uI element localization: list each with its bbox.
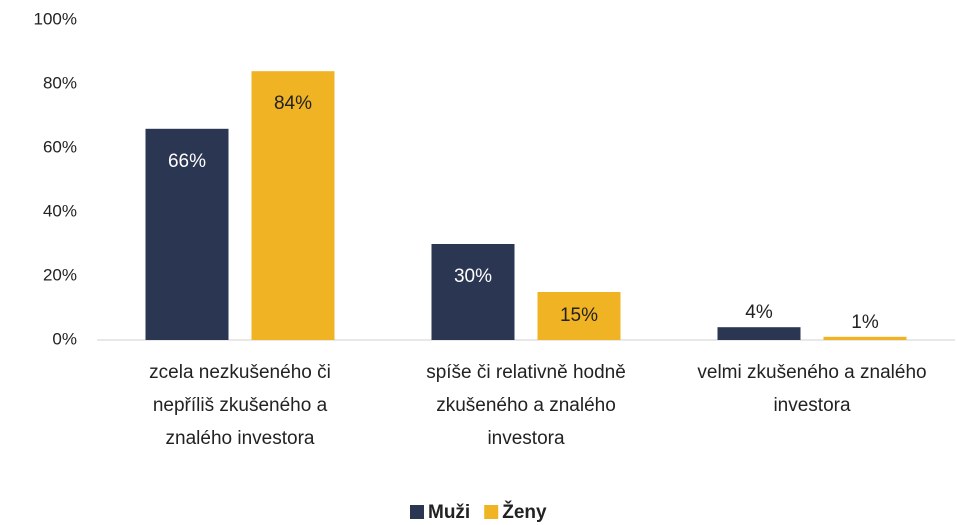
bar	[823, 336, 907, 340]
bar	[717, 327, 801, 340]
y-tick-label: 20%	[43, 265, 77, 284]
x-tick-label: velmi zkušeného a znalého investora	[697, 362, 926, 416]
data-label: 15%	[560, 305, 598, 326]
bar	[537, 292, 621, 340]
legend-swatch	[410, 505, 424, 519]
data-label: 30%	[454, 266, 492, 287]
data-label: 1%	[851, 312, 879, 333]
bar	[251, 71, 335, 340]
legend-swatch	[484, 505, 499, 519]
y-tick-label: 60%	[43, 137, 77, 156]
y-tick-label: 100%	[34, 9, 77, 28]
legend-label: Ženy	[502, 501, 547, 523]
data-label: 66%	[168, 151, 206, 172]
y-tick-label: 0%	[52, 329, 77, 348]
legend-label: Muži	[428, 502, 470, 523]
bar	[431, 244, 515, 340]
bar	[145, 128, 229, 340]
data-label: 4%	[745, 302, 773, 323]
y-tick-label: 40%	[43, 201, 77, 220]
data-label: 84%	[274, 93, 312, 114]
x-tick-label: spíše či relativně hodně zkušeného a znal…	[426, 362, 626, 449]
y-tick-label: 80%	[43, 73, 77, 92]
x-tick-label: zcela nezkušeného či nepříliš zkušeného a…	[149, 362, 331, 449]
